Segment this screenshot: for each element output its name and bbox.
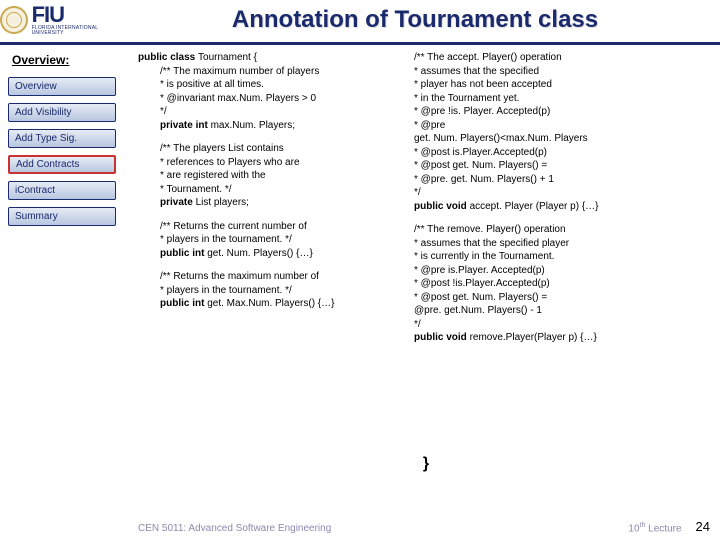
title-bar: FIU FLORIDA INTERNATIONAL UNIVERSITY Ann… xyxy=(0,0,720,45)
l: private List players; xyxy=(160,196,406,210)
nav-summary[interactable]: Summary xyxy=(8,207,116,226)
l: * @pre xyxy=(414,119,694,133)
cname: Tournament { xyxy=(198,52,257,63)
nav-overview[interactable]: Overview xyxy=(8,77,116,96)
l: * @post get. Num. Players() = xyxy=(414,159,694,173)
l: * @invariant max.Num. Players > 0 xyxy=(160,92,406,106)
kw: public void xyxy=(414,332,470,343)
l: * @post !is.Player.Accepted(p) xyxy=(414,277,694,291)
l: * @pre !is. Player. Accepted(p) xyxy=(414,105,694,119)
t: List players; xyxy=(196,197,249,208)
l: /** The accept. Player() operation xyxy=(414,51,694,65)
l: */ xyxy=(414,318,694,332)
sidebar: Overview: Overview Add Visibility Add Ty… xyxy=(0,45,130,505)
l: /** The players List contains xyxy=(160,142,406,156)
l: * @post is.Player.Accepted(p) xyxy=(414,146,694,160)
w: Lecture xyxy=(645,523,681,534)
l: * are registered with the xyxy=(160,169,406,183)
l: */ xyxy=(414,186,694,200)
b4: /** Returns the maximum number of * play… xyxy=(138,270,406,311)
slide-number: 24 xyxy=(696,519,710,534)
l: * @pre is.Player. Accepted(p) xyxy=(414,264,694,278)
lecture: 10th Lecture xyxy=(628,522,681,534)
nav-add-visibility[interactable]: Add Visibility xyxy=(8,103,116,122)
c2: /** The remove. Player() operation * ass… xyxy=(414,223,694,345)
nav-icontract[interactable]: iContract xyxy=(8,181,116,200)
logo: FIU FLORIDA INTERNATIONAL UNIVERSITY xyxy=(0,4,130,36)
t: get. Num. Players() {…} xyxy=(207,248,313,259)
b1: /** The maximum number of players * is p… xyxy=(138,65,406,133)
t: max.Num. Players; xyxy=(211,120,295,131)
nav-add-contracts[interactable]: Add Contracts xyxy=(8,155,116,174)
body: Overview: Overview Add Visibility Add Ty… xyxy=(0,45,720,505)
nav-add-type-sig[interactable]: Add Type Sig. xyxy=(8,129,116,148)
l: * is positive at all times. xyxy=(160,78,406,92)
l: * players in the tournament. */ xyxy=(160,284,406,298)
l: */ xyxy=(160,105,406,119)
t: remove.Player(Player p) {…} xyxy=(470,332,597,343)
footer-right: 10th Lecture 24 xyxy=(628,519,710,534)
logo-box: FIU FLORIDA INTERNATIONAL UNIVERSITY xyxy=(0,4,130,36)
kw: public int xyxy=(160,298,207,309)
n: 10 xyxy=(628,523,639,534)
b3: /** Returns the current number of * play… xyxy=(138,220,406,261)
code-col-left: public class Tournament { /** The maximu… xyxy=(138,51,406,505)
l: * references to Players who are xyxy=(160,156,406,170)
b2: /** The players List contains * referenc… xyxy=(138,142,406,210)
logo-fiu: FIU xyxy=(32,4,130,26)
t: get. Max.Num. Players() {…} xyxy=(207,298,334,309)
l: public void remove.Player(Player p) {…} xyxy=(414,331,694,345)
kw: public int xyxy=(160,248,207,259)
l: * @pre. get. Num. Players() + 1 xyxy=(414,173,694,187)
l: public int get. Max.Num. Players() {…} xyxy=(160,297,406,311)
c1: /** The accept. Player() operation * ass… xyxy=(414,51,694,213)
kw: private int xyxy=(160,120,211,131)
l: @pre. get.Num. Players() - 1 xyxy=(414,304,694,318)
slide: FIU FLORIDA INTERNATIONAL UNIVERSITY Ann… xyxy=(0,0,720,540)
l: * is currently in the Tournament. xyxy=(414,250,694,264)
l: * Tournament. */ xyxy=(160,183,406,197)
seal-icon xyxy=(0,6,28,34)
kw: public void xyxy=(414,201,470,212)
l: public void accept. Player (Player p) {…… xyxy=(414,200,694,214)
l: /** The remove. Player() operation xyxy=(414,223,694,237)
l: /** The maximum number of players xyxy=(160,65,406,79)
footer: CEN 5011: Advanced Software Engineering … xyxy=(138,519,710,534)
kw: public class xyxy=(138,52,198,63)
code-col-right: /** The accept. Player() operation * ass… xyxy=(414,51,694,505)
class-decl: public class Tournament { /** The maximu… xyxy=(138,51,406,132)
l: /** Returns the current number of xyxy=(160,220,406,234)
l: get. Num. Players()<max.Num. Players xyxy=(414,132,694,146)
l: * in the Tournament yet. xyxy=(414,92,694,106)
l: * players in the tournament. */ xyxy=(160,233,406,247)
l: * assumes that the specified player xyxy=(414,237,694,251)
page-title: Annotation of Tournament class xyxy=(130,6,720,34)
closing-brace: } xyxy=(130,455,720,473)
content: public class Tournament { /** The maximu… xyxy=(130,45,720,505)
l: private int max.Num. Players; xyxy=(160,119,406,133)
l: * @post get. Num. Players() = xyxy=(414,291,694,305)
sidebar-heading: Overview: xyxy=(8,53,117,67)
logo-text: FIU FLORIDA INTERNATIONAL UNIVERSITY xyxy=(32,4,130,36)
footer-left: CEN 5011: Advanced Software Engineering xyxy=(138,523,331,534)
l: /** Returns the maximum number of xyxy=(160,270,406,284)
l: * player has not been accepted xyxy=(414,78,694,92)
t: accept. Player (Player p) {…} xyxy=(470,201,599,212)
l: * assumes that the specified xyxy=(414,65,694,79)
kw: private xyxy=(160,197,196,208)
logo-subtext: FLORIDA INTERNATIONAL UNIVERSITY xyxy=(32,26,130,36)
l: public int get. Num. Players() {…} xyxy=(160,247,406,261)
